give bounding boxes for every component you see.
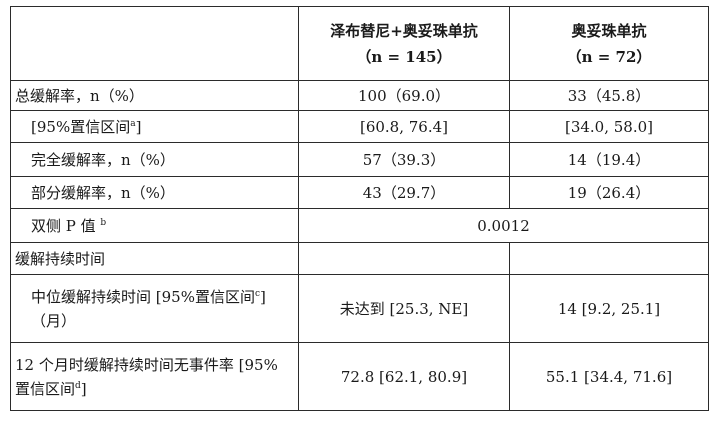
efficacy-results-table: 泽布替尼+奥妥珠单抗 （n = 145） 奥妥珠单抗 （n = 72） 总缓解率… [10,6,709,411]
cell-p-value: 0.0012 [298,208,709,243]
row-label-end: ]（月） [31,287,266,330]
header-empty-cell [10,6,299,81]
row-label: 部分缓解率，n（%） [10,176,299,209]
footnote-marker: d [75,380,81,391]
row-label-end: ] [135,118,142,136]
cell-monotherapy: [34.0, 58.0] [509,110,709,143]
row-label-text: 12 个月时缓解持续时间无事件率 [95%置信区间 [15,355,278,398]
row-label: 总缓解率，n（%） [10,80,299,111]
row-label-text: [95%置信区间 [31,118,131,136]
header-combination-arm: 泽布替尼+奥妥珠单抗 （n = 145） [298,6,510,81]
header-combination-n: （n = 145） [356,47,452,66]
footnote-marker: c [254,288,261,299]
table-row: 中位缓解持续时间 [95%置信区间c]（月） 未达到 [25.3, NE] 14… [10,274,709,343]
row-label-text: 中位缓解持续时间 [95%置信区间 [31,287,255,306]
table-row: 部分缓解率，n（%） 43（29.7） 19（26.4） [10,176,709,209]
table-row: 12 个月时缓解持续时间无事件率 [95%置信区间d] 72.8 [62.1, … [10,342,709,411]
cell-combination: 100（69.0） [298,80,510,111]
header-monotherapy-n: （n = 72） [566,47,652,66]
row-label: 双侧 P 值 b [10,208,299,243]
row-label: [95%置信区间a] [10,110,299,143]
row-label-end: ] [80,379,87,398]
cell-monotherapy: 14（19.4） [509,142,709,177]
cell-monotherapy: 55.1 [34.4, 71.6] [509,342,709,411]
header-monotherapy-arm: 奥妥珠单抗 （n = 72） [509,6,709,81]
cell-combination: 72.8 [62.1, 80.9] [298,342,510,411]
row-label: 中位缓解持续时间 [95%置信区间c]（月） [10,274,299,343]
cell-combination: [60.8, 76.4] [298,110,510,143]
header-row: 泽布替尼+奥妥珠单抗 （n = 145） 奥妥珠单抗 （n = 72） [10,6,709,81]
cell-empty [298,242,510,275]
header-combination-name: 泽布替尼+奥妥珠单抗 [330,21,478,40]
row-label: 完全缓解率，n（%） [10,142,299,177]
cell-combination: 57（39.3） [298,142,510,177]
cell-combination: 未达到 [25.3, NE] [298,274,510,343]
cell-empty [509,242,709,275]
row-label: 12 个月时缓解持续时间无事件率 [95%置信区间d] [10,342,299,411]
cell-monotherapy: 33（45.8） [509,80,709,111]
results-table-container: 泽布替尼+奥妥珠单抗 （n = 145） 奥妥珠单抗 （n = 72） 总缓解率… [10,6,709,411]
footnote-marker: a [130,119,136,129]
table-row: 完全缓解率，n（%） 57（39.3） 14（19.4） [10,142,709,177]
header-monotherapy-name: 奥妥珠单抗 [571,21,647,40]
table-row: 缓解持续时间 [10,242,709,275]
table-row: 总缓解率，n（%） 100（69.0） 33（45.8） [10,80,709,111]
section-label: 缓解持续时间 [10,242,299,275]
table-row: 双侧 P 值 b 0.0012 [10,208,709,243]
table-row: [95%置信区间a] [60.8, 76.4] [34.0, 58.0] [10,110,709,143]
cell-monotherapy: 14 [9.2, 25.1] [509,274,709,343]
row-label-text: 双侧 P 值 [31,217,96,235]
cell-monotherapy: 19（26.4） [509,176,709,209]
cell-combination: 43（29.7） [298,176,510,209]
footnote-marker: b [100,218,107,228]
